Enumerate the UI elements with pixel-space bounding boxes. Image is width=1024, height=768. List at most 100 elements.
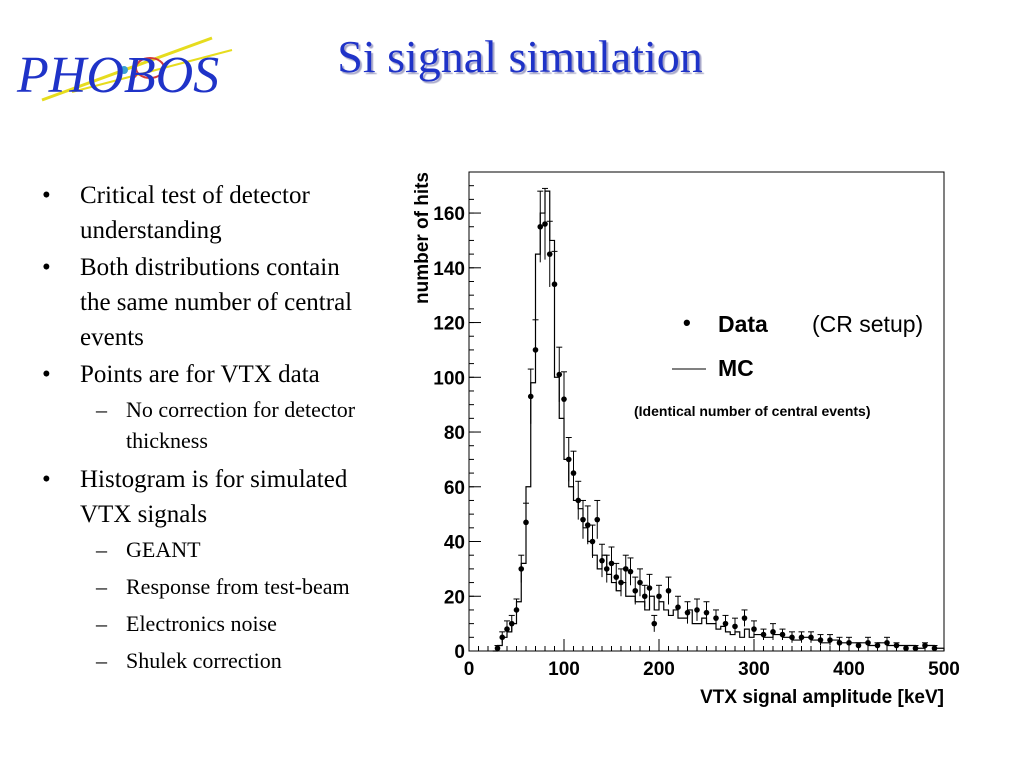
bullet-text-line: VTX signals [80,501,208,528]
bullet-text-line: GEANT [126,537,201,562]
chart-legend: • Data (CR setup) MC (Identical number of ce… [634,310,923,419]
legend-subnote: (Identical number of central events) [634,403,871,419]
legend-mc-label: MC [718,355,754,381]
bullet-dash-icon: – [96,397,107,422]
data-point [565,456,572,463]
x-tick-label: 0 [464,659,475,680]
data-point [556,371,563,378]
data-point [542,221,548,227]
phobos-logo: PHOBOS [16,36,233,104]
data-point [646,585,653,591]
data-point [846,639,852,646]
data-point [622,566,629,572]
data-point [722,620,729,627]
data-point [912,645,919,652]
data-point [504,626,510,632]
data-point [594,516,601,523]
data-point [694,607,700,613]
legend-note: (CR setup) [812,311,923,337]
bullet-dash-icon: – [96,537,107,562]
bullet-item: • Critical test of detector understanding [42,178,412,248]
y-tick-label: 160 [433,204,465,225]
mc-histogram-line [492,190,945,652]
y-tick-label: 100 [433,368,465,389]
data-point [570,470,577,476]
y-tick-label: 20 [444,587,465,608]
x-tick-label: 300 [738,659,770,680]
bullet-dash-icon: – [96,574,107,599]
bullet-text-line: the same number of central [80,289,353,316]
bullet-text-line: Points are for VTX data [80,361,320,388]
data-point [627,568,634,575]
y-tick-label: 120 [433,314,465,335]
data-points-series [494,187,938,652]
data-point [931,645,938,652]
data-point [551,281,558,288]
x-axis-label: VTX signal amplitude [keV] [700,687,944,708]
bullet-item: – No correction for detector thickness [42,394,412,456]
data-point [789,634,795,641]
legend-data-symbol: • [683,310,691,335]
bullet-item: • Histogram is for simulated VTX signals [42,462,412,532]
data-point [599,557,605,564]
data-point [518,566,525,572]
bullet-dot-icon: • [42,361,51,388]
slide-title: Si signal simulation [337,31,703,82]
x-tick-label: 500 [928,659,960,680]
data-point [760,631,767,638]
bullet-text-line: understanding [80,217,222,244]
bullet-text-line: Electronics noise [126,611,277,636]
data-point [817,637,824,643]
data-point [575,497,582,504]
data-point [513,607,520,613]
data-point [656,593,662,600]
data-point [703,609,710,616]
x-tick-label: 200 [643,659,675,680]
y-tick-label: 40 [444,533,465,554]
data-point [684,609,691,616]
data-point [637,579,643,586]
data-point [499,634,506,641]
bullet-item: • Both distributions contain the same numb… [42,250,412,355]
data-point [741,615,748,621]
bullet-text-line: events [80,324,144,351]
data-point [561,396,567,402]
data-point [865,639,871,646]
data-point [584,522,591,528]
y-tick-label: 60 [444,478,465,499]
data-point [751,626,757,632]
y-tick-label: 0 [454,642,465,663]
bullet-dash-icon: – [96,648,107,673]
logo-wordmark: PHOBOS [16,47,219,104]
bullet-text-line: Response from test-beam [126,574,350,599]
data-point [589,538,596,545]
data-point [618,579,624,586]
bullet-dot-icon: • [42,466,51,493]
data-point [608,560,615,567]
mc-histogram-series [492,190,945,652]
bullet-text-line: Both distributions contain [80,254,340,281]
bullet-item: – Electronics noise [42,608,412,639]
data-point [884,639,890,646]
bullet-item: – Shulek correction [42,645,412,676]
x-tick-label: 100 [548,659,580,680]
data-point [613,574,620,580]
bullet-text-line: Histogram is for simulated [80,466,348,493]
bullet-text-line: thickness [126,428,208,453]
data-point [532,347,539,353]
data-point [827,637,833,643]
data-point [580,516,586,523]
data-point [494,645,501,652]
data-point [508,620,515,627]
bullet-text-line: No correction for detector [126,397,356,422]
bullet-item: – GEANT [42,534,412,565]
data-point [732,623,738,630]
data-point [893,642,900,649]
y-tick-label: 140 [433,259,465,280]
x-tick-label: 400 [833,659,865,680]
data-point [770,629,776,635]
data-point [632,587,639,594]
data-point [855,642,862,649]
data-point [527,393,534,400]
bullet-item: • Points are for VTX data [42,357,412,392]
